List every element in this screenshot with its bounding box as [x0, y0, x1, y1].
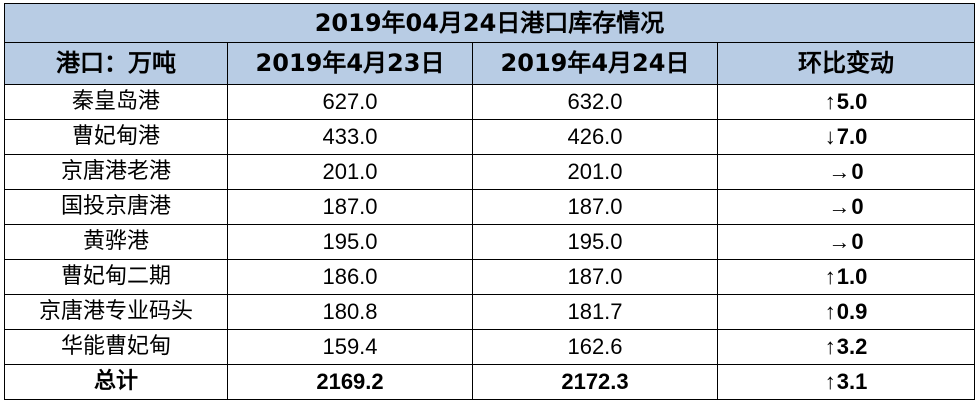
table-row: 华能曹妃甸 159.4 162.6 ↑3.2 [4, 329, 976, 365]
change-value: 3.2 [836, 334, 868, 359]
table-row: 国投京唐港 187.0 187.0 →0 [4, 189, 976, 225]
arrow-right-icon: → [828, 159, 851, 184]
table-row: 黄骅港 195.0 195.0 →0 [4, 224, 976, 260]
title-row: 2019年04月24日港口库存情况 [3, 3, 976, 43]
change-cell: →0 [716, 189, 976, 225]
inventory-apr23: 201.0 [227, 154, 473, 190]
port-name: 京唐港专业码头 [4, 294, 228, 330]
inventory-apr24: 181.7 [472, 294, 718, 330]
inventory-apr23: 180.8 [227, 294, 473, 330]
inventory-apr24: 162.6 [472, 329, 718, 365]
total-change-value: 3.1 [836, 369, 868, 394]
arrow-right-icon: → [828, 194, 851, 219]
total-label: 总计 [4, 364, 228, 400]
inventory-apr24: 195.0 [472, 224, 718, 260]
inventory-apr23: 433.0 [227, 119, 473, 155]
inventory-apr23: 195.0 [227, 224, 473, 260]
port-name: 曹妃甸港 [4, 119, 228, 155]
inventory-apr23: 627.0 [227, 84, 473, 120]
port-name: 京唐港老港 [4, 154, 228, 190]
change-value: 0 [851, 194, 864, 219]
inventory-apr24: 201.0 [472, 154, 718, 190]
port-name: 曹妃甸二期 [4, 259, 228, 295]
inventory-apr24: 632.0 [472, 84, 718, 120]
arrow-up-icon: ↑ [824, 264, 836, 289]
port-inventory-table: 2019年04月24日港口库存情况 港口：万吨 2019年4月23日 2019年… [3, 3, 976, 400]
header-apr24: 2019年4月24日 [472, 42, 718, 85]
inventory-apr23: 159.4 [227, 329, 473, 365]
table-row: 曹妃甸二期 186.0 187.0 ↑1.0 [4, 259, 976, 295]
arrow-up-icon: ↑ [824, 369, 836, 394]
change-cell: ↑1.0 [716, 259, 976, 295]
change-value: 7.0 [836, 124, 868, 149]
port-name: 秦皇岛港 [4, 84, 228, 120]
change-cell: →0 [716, 224, 976, 260]
arrow-right-icon: → [828, 229, 851, 254]
header-change: 环比变动 [716, 42, 976, 85]
inventory-apr24: 187.0 [472, 189, 718, 225]
change-value: 0 [851, 159, 864, 184]
change-cell: ↓7.0 [716, 119, 976, 155]
arrow-down-icon: ↓ [824, 124, 836, 149]
change-cell: ↑3.2 [716, 329, 976, 365]
arrow-up-icon: ↑ [824, 299, 836, 324]
table-row: 曹妃甸港 433.0 426.0 ↓7.0 [4, 119, 976, 155]
change-cell: →0 [716, 154, 976, 190]
header-apr23: 2019年4月23日 [227, 42, 473, 85]
total-apr24: 2172.3 [472, 364, 718, 400]
change-value: 5.0 [836, 89, 868, 114]
change-value: 1.0 [836, 264, 868, 289]
inventory-apr23: 187.0 [227, 189, 473, 225]
table-row: 京唐港老港 201.0 201.0 →0 [4, 154, 976, 190]
total-change-cell: ↑3.1 [716, 364, 976, 400]
arrow-up-icon: ↑ [824, 334, 836, 359]
total-row: 总计 2169.2 2172.3 ↑3.1 [4, 364, 976, 400]
port-name: 黄骅港 [4, 224, 228, 260]
inventory-apr24: 187.0 [472, 259, 718, 295]
change-cell: ↑0.9 [716, 294, 976, 330]
table-row: 京唐港专业码头 180.8 181.7 ↑0.9 [4, 294, 976, 330]
total-apr23: 2169.2 [227, 364, 473, 400]
header-row: 港口：万吨 2019年4月23日 2019年4月24日 环比变动 [4, 42, 976, 85]
change-cell: ↑5.0 [716, 84, 976, 120]
arrow-up-icon: ↑ [824, 89, 836, 114]
inventory-apr23: 186.0 [227, 259, 473, 295]
change-value: 0.9 [836, 299, 868, 324]
port-name: 国投京唐港 [4, 189, 228, 225]
port-name: 华能曹妃甸 [4, 329, 228, 365]
header-port: 港口：万吨 [4, 42, 228, 85]
table-row: 秦皇岛港 627.0 632.0 ↑5.0 [4, 84, 976, 120]
change-value: 0 [851, 229, 864, 254]
inventory-apr24: 426.0 [472, 119, 718, 155]
table-title: 2019年04月24日港口库存情况 [3, 3, 976, 43]
